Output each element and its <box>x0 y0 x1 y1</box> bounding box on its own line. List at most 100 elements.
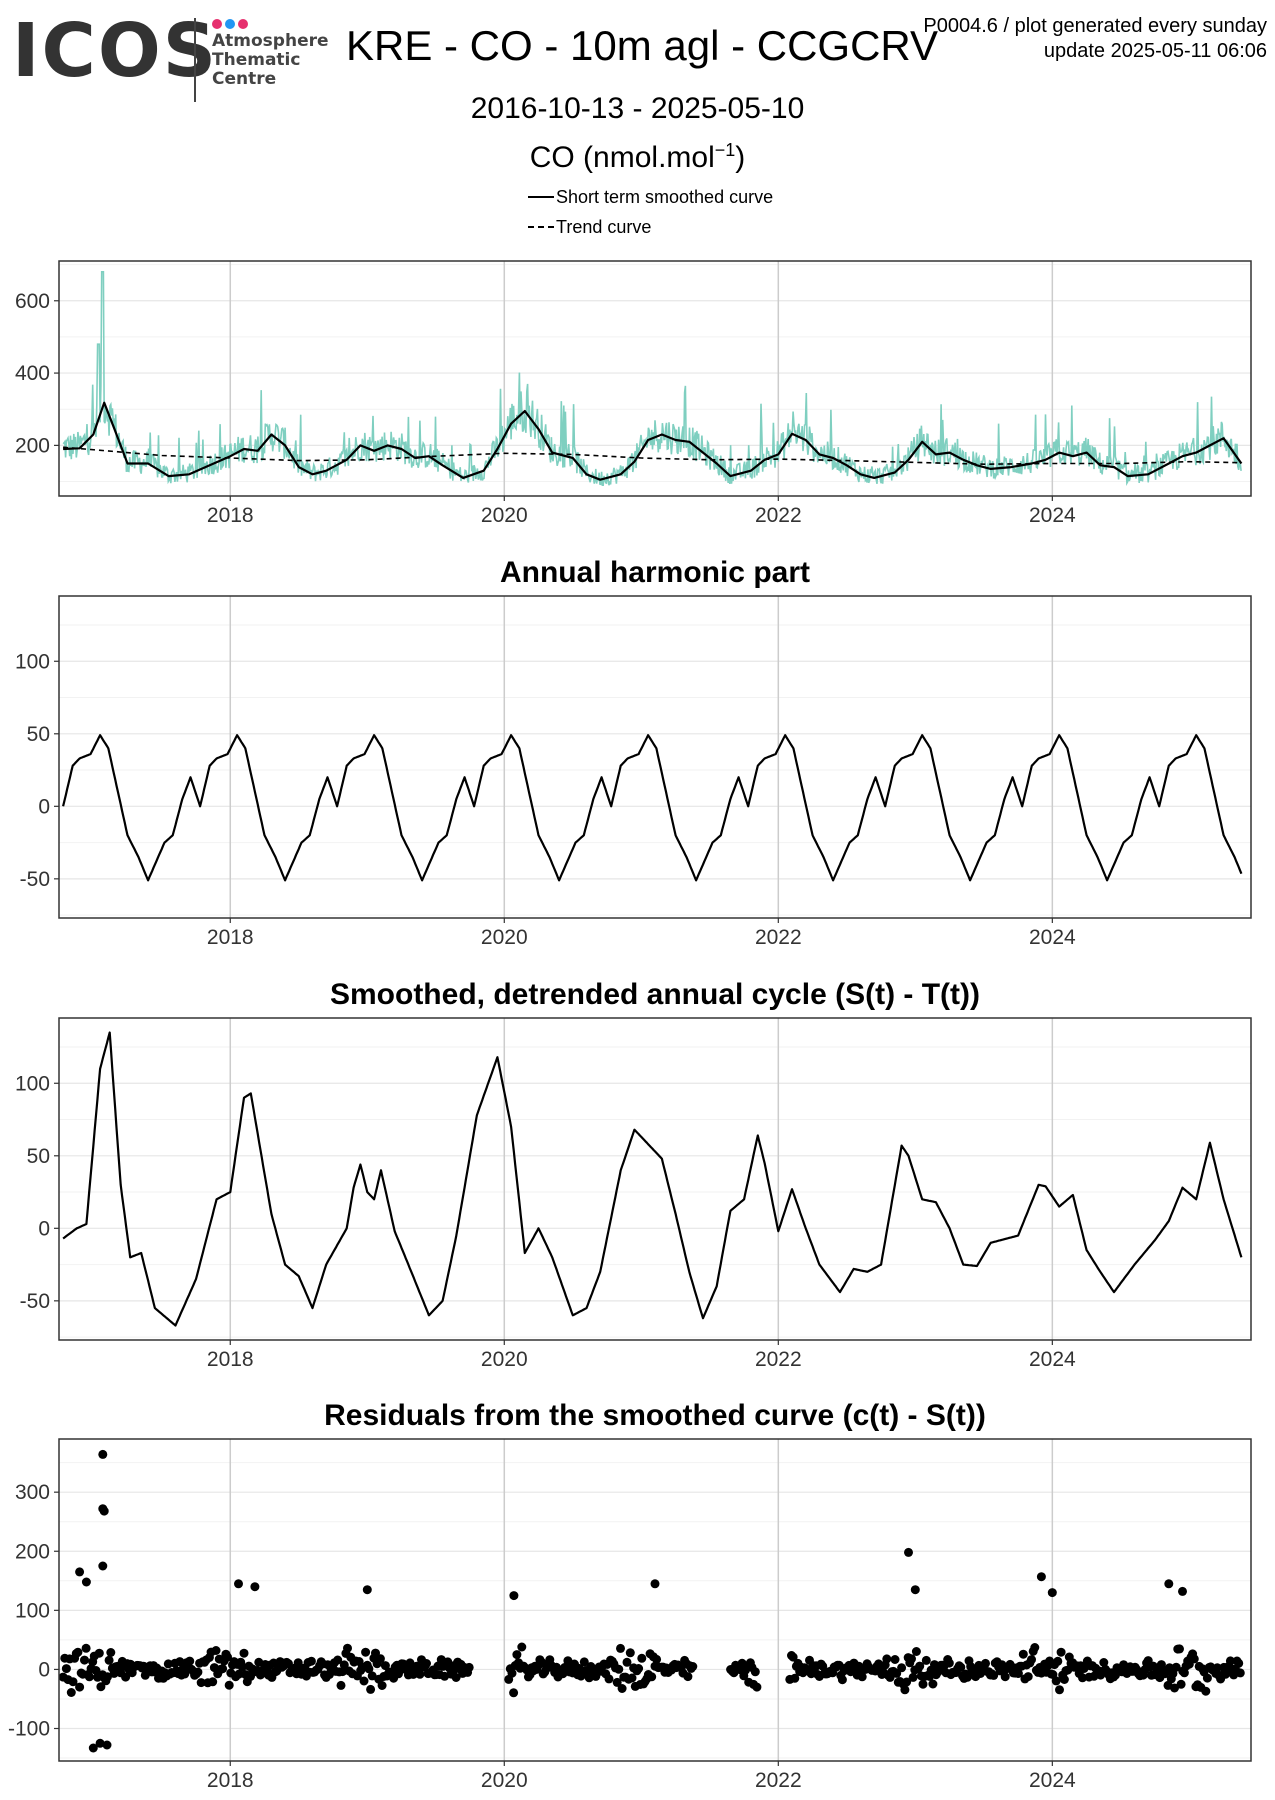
residual-point-outlier <box>98 1561 108 1571</box>
x-tick-label: 2018 <box>207 926 254 949</box>
residual-point <box>1170 1683 1179 1693</box>
residual-point <box>1176 1679 1186 1689</box>
logo-sub-line: Atmosphere <box>212 31 329 51</box>
residual-point <box>68 1677 78 1687</box>
residual-point <box>918 1679 928 1689</box>
residual-point <box>647 1672 657 1682</box>
residual-point <box>857 1672 867 1682</box>
residual-point <box>377 1681 387 1690</box>
x-tick-label: 2020 <box>481 1348 528 1371</box>
date-range: 2016-10-13 - 2025-05-10 <box>470 92 805 125</box>
x-tick-label: 2024 <box>1029 1348 1076 1371</box>
residual-point-outlier <box>81 1577 91 1587</box>
residual-point <box>616 1643 625 1653</box>
residual-point-outlier <box>102 1740 112 1750</box>
residual-point <box>208 1677 218 1687</box>
panel-title: Annual harmonic part <box>500 556 810 589</box>
plot-info-update: update 2025-05-11 06:06 <box>1043 40 1267 62</box>
harmonic-curve <box>62 734 1243 882</box>
residual-point <box>1175 1644 1184 1654</box>
residual-point-outlier <box>98 1449 108 1459</box>
residual-point-outlier <box>1036 1572 1046 1582</box>
panel-frame <box>58 1438 1252 1762</box>
residual-point <box>223 1652 232 1662</box>
residual-point-outlier <box>1047 1588 1057 1598</box>
residual-point <box>627 1673 637 1683</box>
residual-point <box>625 1648 635 1658</box>
residual-point-outlier <box>234 1579 243 1589</box>
x-tick-label: 2024 <box>1029 926 1076 949</box>
x-tick-label: 2024 <box>1029 1769 1076 1792</box>
y-tick-label: -50 <box>20 1290 50 1313</box>
units-label: CO (nmol.mol−1) <box>0 140 1275 175</box>
residual-point <box>121 1672 131 1682</box>
residual-point <box>1056 1647 1066 1657</box>
x-tick-label: 2022 <box>755 1348 802 1371</box>
residual-point <box>75 1682 85 1692</box>
residual-point <box>1018 1649 1028 1659</box>
logo-dot-pink <box>212 19 222 29</box>
trend-curve <box>63 446 1242 466</box>
plot-info: P0004.6 / plot generated every sunday up… <box>923 14 1267 64</box>
y-tick-label: 50 <box>27 723 50 746</box>
residual-point <box>908 1672 918 1682</box>
y-tick-label: 100 <box>15 1072 50 1095</box>
residual-point <box>366 1684 376 1694</box>
legend-label: Trend curve <box>556 217 652 237</box>
panel-title: Residuals from the smoothed curve (c(t) … <box>324 1399 986 1432</box>
residual-point <box>106 1648 116 1657</box>
residual-point <box>451 1673 461 1682</box>
x-tick-label: 2018 <box>207 504 254 527</box>
residual-point <box>818 1661 828 1671</box>
residual-point <box>343 1643 352 1653</box>
legend-label: Short term smoothed curve <box>556 187 774 207</box>
residual-point <box>897 1663 907 1673</box>
y-tick-label: 100 <box>15 650 50 673</box>
residual-point <box>890 1655 900 1664</box>
residual-point <box>1023 1672 1033 1682</box>
residual-point <box>637 1653 647 1663</box>
residual-point <box>1027 1655 1036 1665</box>
residual-point <box>1051 1676 1061 1686</box>
panel-frame <box>58 595 1252 919</box>
y-tick-label: 0 <box>38 1217 50 1240</box>
residual-point <box>224 1680 234 1690</box>
residual-point <box>1235 1668 1245 1678</box>
x-tick-label: 2020 <box>481 504 528 527</box>
residual-point-outlier <box>1164 1579 1174 1589</box>
residual-point <box>981 1658 990 1668</box>
smoothed-curve <box>63 401 1243 481</box>
logo-sub-line: Centre <box>212 69 277 89</box>
logo-dots-icon <box>212 16 251 34</box>
x-tick-label: 2020 <box>481 926 528 949</box>
residual-point-outlier <box>509 1591 519 1601</box>
residual-point <box>907 1654 916 1664</box>
residual-point-outlier <box>95 1738 105 1748</box>
residual-point <box>902 1677 912 1687</box>
x-tick-label: 2024 <box>1029 504 1076 527</box>
residual-point <box>1099 1658 1109 1667</box>
residual-point-outlier <box>99 1506 109 1516</box>
residual-point <box>928 1679 938 1689</box>
residual-point <box>234 1669 244 1679</box>
x-tick-label: 2022 <box>755 926 802 949</box>
residual-point <box>683 1672 693 1682</box>
solid-line-key <box>528 196 554 198</box>
residual-point <box>882 1654 892 1664</box>
residual-point-outlier <box>362 1585 372 1595</box>
chart-panel-4: -100 0 100 200 300 2018 2020 2022 2024 Residuals … <box>8 1399 1252 1792</box>
residual-point <box>104 1655 114 1665</box>
residual-point <box>1156 1660 1166 1670</box>
residual-point <box>517 1642 527 1652</box>
residual-point <box>336 1680 346 1690</box>
chart-panel-3: -50 0 50 100 2018 2020 2022 2024 Smoothed, detre… <box>15 978 1252 1371</box>
panel-frame <box>58 1017 1252 1341</box>
residual-point <box>61 1664 71 1674</box>
residual-point <box>604 1674 614 1684</box>
y-tick-label: 0 <box>38 795 50 818</box>
logo-subtitle: Atmosphere Thematic Centre <box>212 32 329 89</box>
y-tick-label: 0 <box>38 1658 50 1681</box>
residual-point <box>900 1685 910 1695</box>
residual-point <box>1000 1672 1010 1682</box>
residual-point <box>1078 1673 1087 1683</box>
